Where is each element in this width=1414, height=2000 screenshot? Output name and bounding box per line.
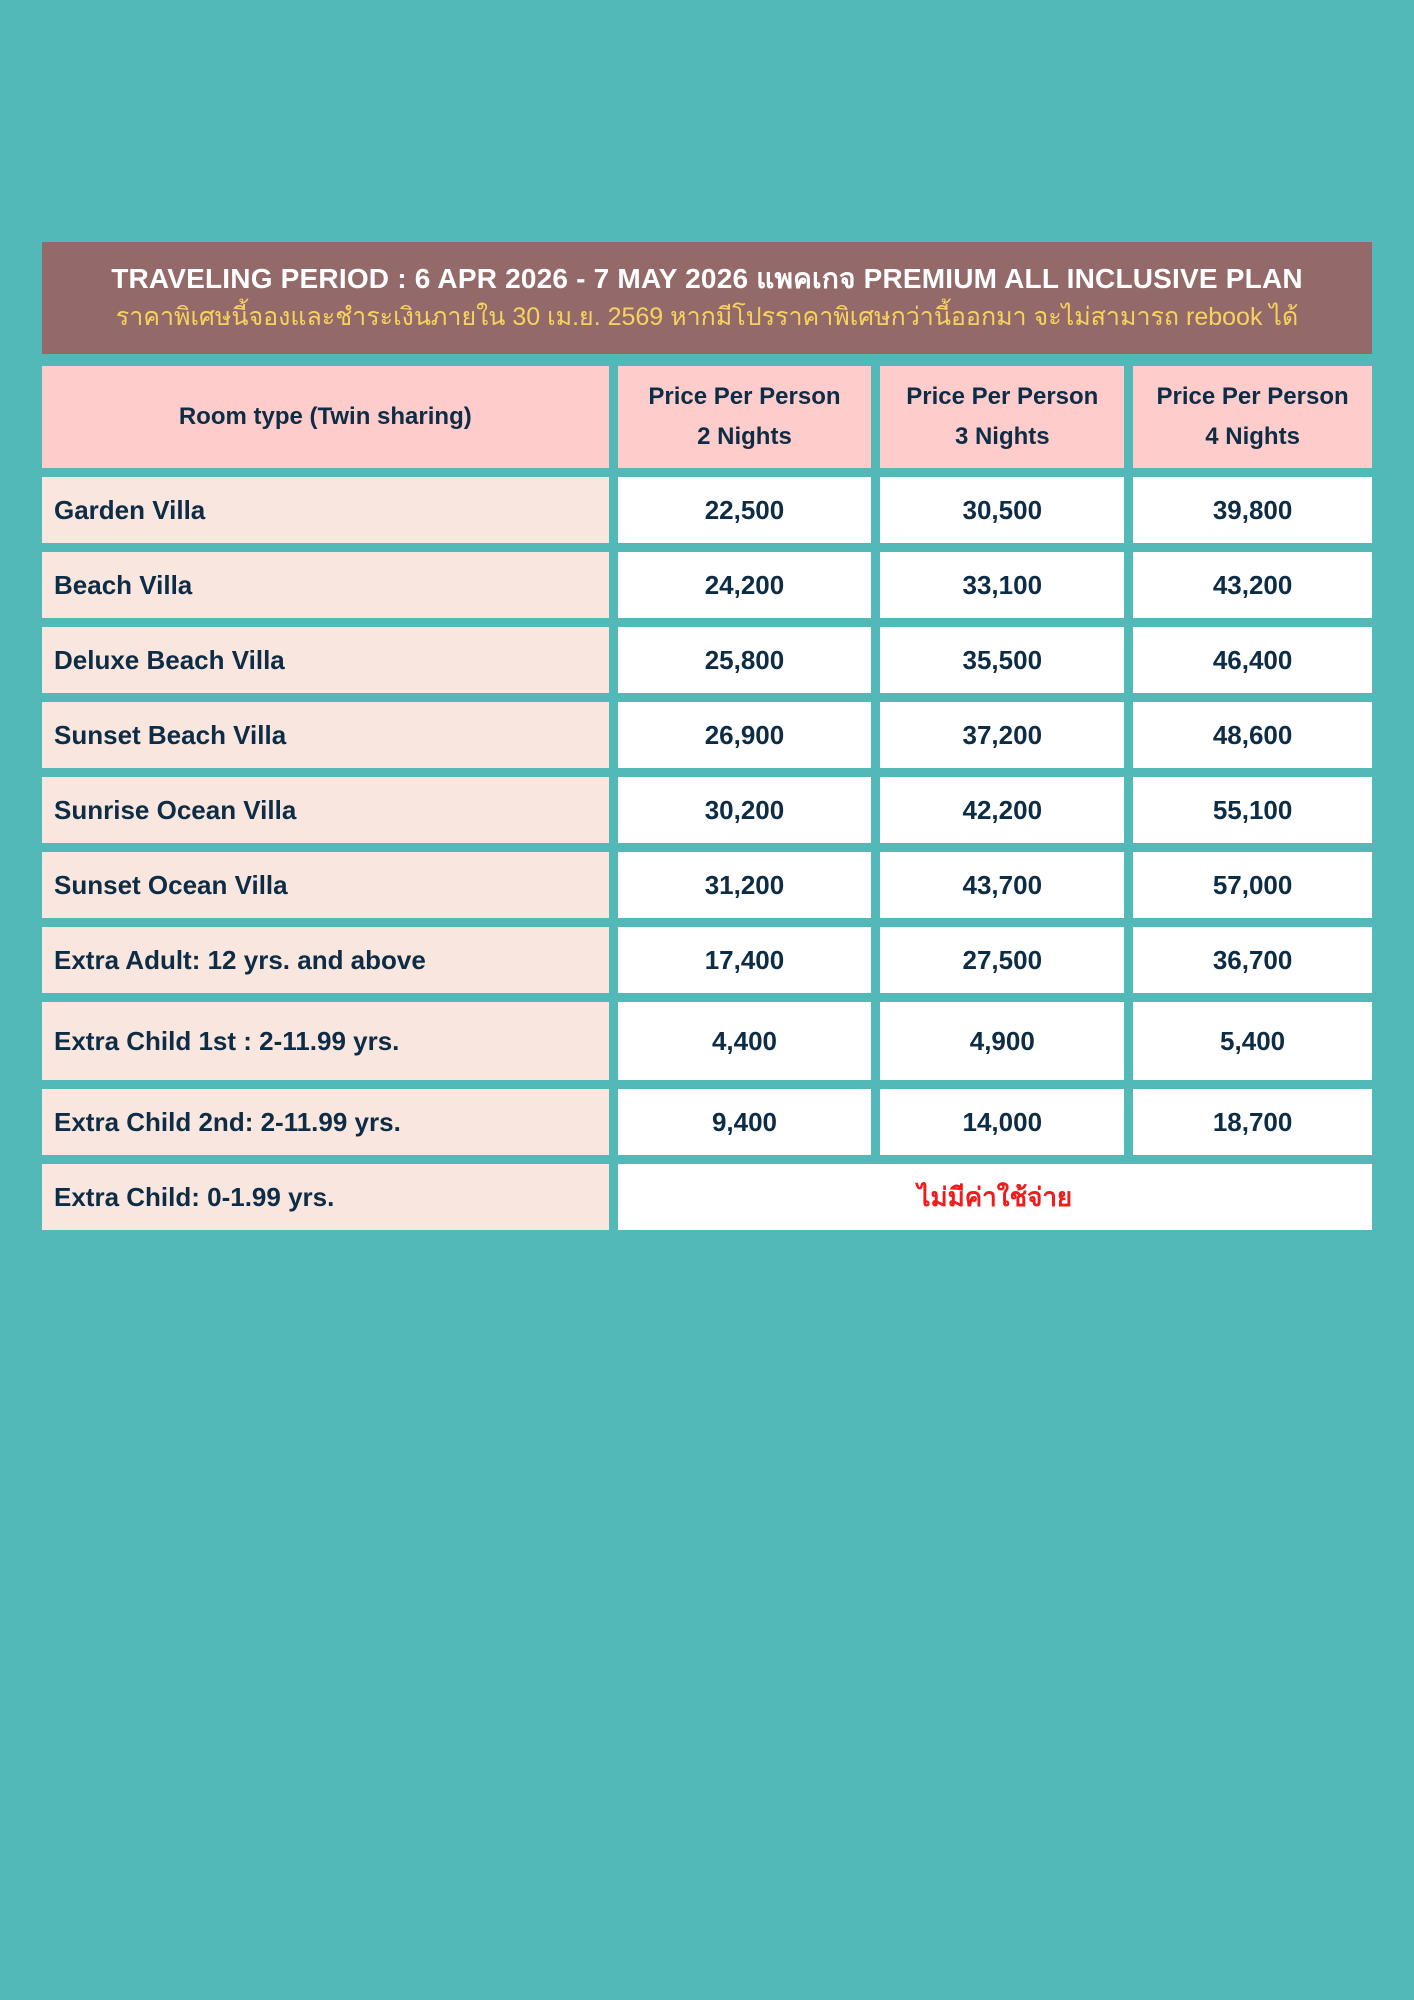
room-type-cell: Sunset Ocean Villa [42, 852, 609, 918]
price-3-nights: 4,900 [880, 1002, 1125, 1080]
price-2-nights: 22,500 [617, 477, 872, 543]
room-type-cell: Garden Villa [42, 477, 609, 543]
header-label: Price Per Person [1156, 383, 1349, 410]
price-4-nights: 39,800 [1133, 477, 1372, 543]
table-row: Extra Adult: 12 yrs. and above 17,400 27,5… [42, 927, 1372, 993]
period-banner: TRAVELING PERIOD : 6 APR 2026 - 7 MAY 20… [42, 242, 1372, 354]
table-row: Beach Villa 24,200 33,100 43,200 [42, 552, 1372, 618]
price-4-nights: 48,600 [1133, 702, 1372, 768]
price-4-nights: 18,700 [1133, 1089, 1372, 1155]
price-2-nights: 9,400 [617, 1089, 872, 1155]
room-type-cell: Sunrise Ocean Villa [42, 777, 609, 843]
table-row: Sunset Beach Villa 26,900 37,200 48,600 [42, 702, 1372, 768]
room-type-cell: Sunset Beach Villa [42, 702, 609, 768]
header-sublabel: 4 Nights [1205, 423, 1300, 450]
header-sublabel: 3 Nights [954, 423, 1050, 450]
price-4-nights: 55,100 [1133, 777, 1372, 843]
table-row: Sunrise Ocean Villa 30,200 42,200 55,100 [42, 777, 1372, 843]
table-row: Extra Child 1st : 2-11.99 yrs. 4,400 4,900… [42, 1002, 1372, 1080]
room-type-cell: Extra Adult: 12 yrs. and above [42, 927, 609, 993]
banner-title: TRAVELING PERIOD : 6 APR 2026 - 7 MAY 20… [111, 263, 1303, 294]
header-3-nights: Price Per Person 3 Nights [880, 366, 1125, 468]
price-3-nights: 42,200 [880, 777, 1125, 843]
room-type-cell: Beach Villa [42, 552, 609, 618]
price-4-nights: 43,200 [1133, 552, 1372, 618]
price-4-nights: 36,700 [1133, 927, 1372, 993]
table-row: Garden Villa 22,500 30,500 39,800 [42, 477, 1372, 543]
price-4-nights: 5,400 [1133, 1002, 1372, 1080]
price-2-nights: 30,200 [617, 777, 872, 843]
table-row: Deluxe Beach Villa 25,800 35,500 46,400 [42, 627, 1372, 693]
room-type-cell: Extra Child 1st : 2-11.99 yrs. [42, 1002, 609, 1080]
price-3-nights: 33,100 [880, 552, 1125, 618]
room-type-cell: Extra Child 2nd: 2-11.99 yrs. [42, 1089, 609, 1155]
room-type-cell: Extra Child: 0-1.99 yrs. [42, 1164, 609, 1230]
price-4-nights: 46,400 [1133, 627, 1372, 693]
price-2-nights: 31,200 [617, 852, 872, 918]
table-row: Extra Child: 0-1.99 yrs. ไม่มีค่าใช้จ่าย [42, 1164, 1372, 1230]
header-room-type: Room type (Twin sharing) [42, 366, 609, 468]
price-2-nights: 24,200 [617, 552, 872, 618]
header-label: Price Per Person [648, 383, 841, 410]
price-3-nights: 30,500 [880, 477, 1125, 543]
table-header-row: Room type (Twin sharing) Price Per Perso… [42, 366, 1372, 468]
banner-subtitle: ราคาพิเศษนี้จองและชำระเงินภายใน 30 เม.ย.… [115, 303, 1299, 331]
price-3-nights: 27,500 [880, 927, 1125, 993]
price-3-nights: 35,500 [880, 627, 1125, 693]
header-2-nights: Price Per Person 2 Nights [617, 366, 872, 468]
room-type-cell: Deluxe Beach Villa [42, 627, 609, 693]
table-row: Sunset Ocean Villa 31,200 43,700 57,000 [42, 852, 1372, 918]
header-4-nights: Price Per Person 4 Nights [1133, 366, 1372, 468]
header-label: Room type (Twin sharing) [178, 403, 472, 430]
price-2-nights: 4,400 [617, 1002, 872, 1080]
table-row: Extra Child 2nd: 2-11.99 yrs. 9,400 14,000… [42, 1089, 1372, 1155]
price-2-nights: 25,800 [617, 627, 872, 693]
price-2-nights: 17,400 [617, 927, 872, 993]
price-4-nights: 57,000 [1133, 852, 1372, 918]
price-3-nights: 37,200 [880, 702, 1125, 768]
price-2-nights: 26,900 [617, 702, 872, 768]
free-of-charge-note: ไม่มีค่าใช้จ่าย [617, 1164, 1372, 1230]
price-3-nights: 14,000 [880, 1089, 1125, 1155]
header-label: Price Per Person [906, 383, 1099, 410]
header-sublabel: 2 Nights [697, 423, 792, 450]
price-3-nights: 43,700 [880, 852, 1125, 918]
price-table: Room type (Twin sharing) Price Per Perso… [42, 366, 1372, 1230]
